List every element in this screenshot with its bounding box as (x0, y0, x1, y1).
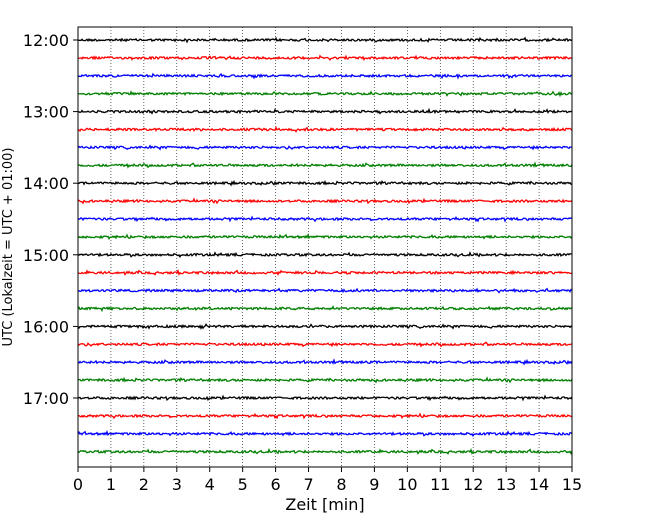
trace-line (77, 305, 573, 313)
trace-line (77, 90, 573, 98)
x-tick-label: 6 (271, 475, 281, 494)
x-tick-label: 1 (106, 475, 116, 494)
y-tick-label: 13:00 (23, 103, 69, 122)
y-tick-label: 15:00 (23, 246, 69, 265)
trace-line (77, 250, 573, 259)
trace-line (77, 36, 573, 44)
x-axis-ticks: 0 1 2 3 4 5 6 7 8 9 10 11 12 13 14 15 (73, 467, 582, 494)
x-gridlines (110, 27, 540, 467)
y-axis-label: UTC (Lokalzeit = UTC + 01:00) (1, 148, 16, 347)
x-tick-label: 3 (172, 475, 182, 494)
trace-line (77, 412, 573, 420)
x-tick-label: 4 (205, 475, 215, 494)
trace-line (77, 144, 573, 151)
x-tick-label: 0 (73, 475, 83, 494)
x-tick-label: 14 (529, 475, 549, 494)
trace-line (77, 323, 573, 331)
y-tick-label: 12:00 (23, 31, 69, 50)
trace-line (77, 215, 572, 223)
y-tick-label: 14:00 (23, 174, 69, 193)
x-tick-label: 7 (303, 475, 313, 494)
y-axis-ticks: 12:00 13:00 14:00 15:00 16:00 17:00 (23, 31, 78, 408)
y-tick-label: 16:00 (23, 317, 69, 336)
trace-line (77, 394, 573, 402)
trace-line (77, 430, 573, 438)
trace-line (77, 107, 573, 115)
x-tick-label: 5 (238, 475, 248, 494)
trace-line (77, 268, 573, 277)
x-axis-label: Zeit [min] (285, 495, 364, 514)
x-tick-label: 11 (430, 475, 450, 494)
trace-line (77, 358, 573, 366)
x-tick-label: 9 (369, 475, 379, 494)
y-tick-label: 17:00 (23, 389, 69, 408)
trace-line (77, 287, 573, 294)
trace-line (77, 54, 573, 62)
x-tick-label: 2 (139, 475, 149, 494)
trace-line (77, 72, 573, 80)
seismic-traces (77, 36, 573, 456)
x-tick-label: 13 (496, 475, 516, 494)
x-tick-label: 10 (397, 475, 417, 494)
x-tick-label: 12 (463, 475, 483, 494)
plot-frame (77, 26, 573, 468)
trace-line (77, 233, 573, 241)
x-tick-label: 15 (562, 475, 582, 494)
trace-line (77, 161, 573, 169)
trace-line (77, 125, 573, 133)
x-tick-label: 8 (336, 475, 346, 494)
trace-line (77, 197, 573, 205)
trace-line (77, 447, 573, 456)
trace-line (77, 341, 573, 348)
trace-line (77, 376, 573, 384)
trace-line (77, 179, 573, 187)
